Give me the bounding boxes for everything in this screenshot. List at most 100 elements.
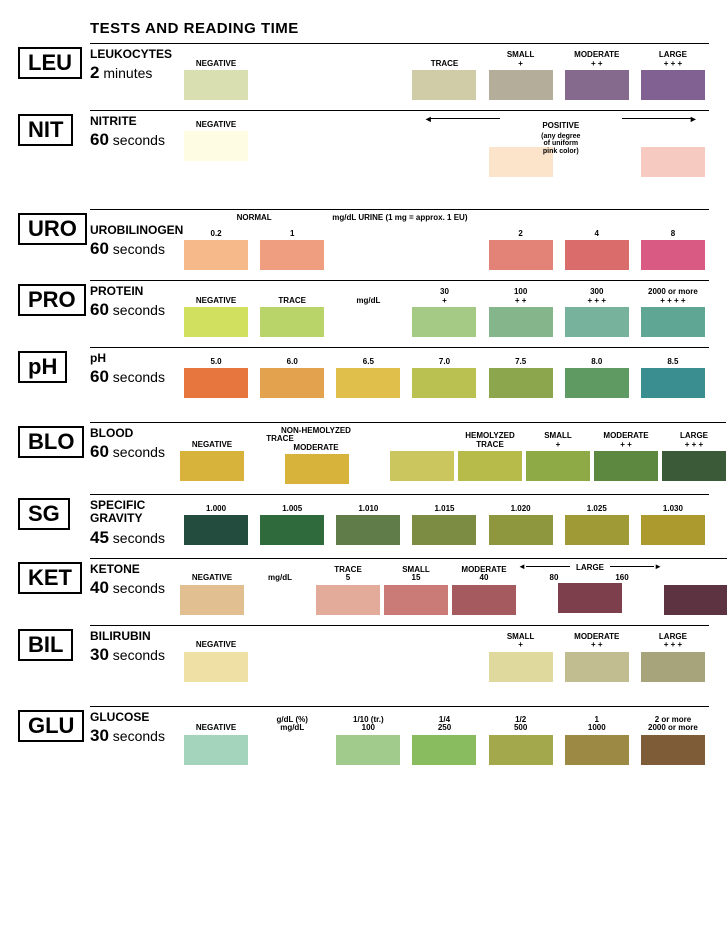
large-arrow-header: ◄LARGE►80160 <box>520 563 660 583</box>
color-swatch <box>641 368 705 398</box>
color-swatch <box>412 70 476 100</box>
test-main: PROTEIN 60 seconds NEGATIVE TRACE mg/dL 30+ 10… <box>90 280 709 337</box>
section-gap <box>18 195 709 209</box>
test-row-nit: NITNITRITE60 secondsNEGATIVE◄►POSITIVE(a… <box>18 110 709 185</box>
normal-label: NORMAL <box>180 214 328 224</box>
swatch-cell <box>332 224 404 270</box>
cell-label: TRACE <box>431 48 459 68</box>
color-swatch <box>184 240 248 270</box>
cell-label: NEGATIVE <box>196 285 236 305</box>
color-swatch <box>260 240 324 270</box>
swatch-cell: ◄►POSITIVE(any degreeof uniformpink colo… <box>561 115 633 185</box>
cell-label: mg/dL <box>356 285 380 305</box>
swatch-cell: MODERATE+ + <box>561 630 633 682</box>
cell-label: 100+ + <box>514 285 527 305</box>
swatch-cell: mg/dL <box>248 563 312 615</box>
cell-label: 1 <box>290 224 294 238</box>
cell-label: LARGE+ + + <box>659 48 687 68</box>
swatch-grid: NEGATIVEmg/dLTRACE5SMALL15MODERATE40◄LAR… <box>180 563 727 615</box>
swatch-cell: MODERATE40 <box>452 563 516 615</box>
color-swatch <box>184 368 248 398</box>
color-swatch <box>184 70 248 100</box>
color-swatch <box>565 368 629 398</box>
test-row-leu: LEULEUKOCYTES2 minutesNEGATIVETRACESMALL… <box>18 43 709 100</box>
color-swatch <box>184 307 248 337</box>
color-swatch <box>489 70 553 100</box>
color-swatch <box>336 735 400 765</box>
cell-label: 7.5 <box>515 352 526 366</box>
swatch-cell: 2 or more2000 or more <box>637 711 709 765</box>
abbr-badge: SG <box>18 498 70 530</box>
cell-label: 11000 <box>588 711 606 733</box>
swatch-cell: 8.0 <box>561 352 633 398</box>
color-swatch <box>285 454 349 484</box>
test-name: KETONE <box>90 563 180 576</box>
test-row-uro: URONORMALmg/dL URINE (1 mg = approx. 1 E… <box>18 209 709 270</box>
cell-label: g/dL (%)mg/dL <box>277 711 308 733</box>
cell-label: 1.010 <box>358 499 378 513</box>
swatch-cell: NEGATIVE <box>180 115 252 185</box>
reading-time: 30 seconds <box>90 726 180 746</box>
abbr-badge: PRO <box>18 284 86 316</box>
swatch-cell: 1.005 <box>256 499 328 547</box>
color-swatch <box>662 451 726 481</box>
cell-label: 8.5 <box>667 352 678 366</box>
swatch-grid: NEGATIVESMALL+MODERATE+ +LARGE+ + + <box>180 630 709 682</box>
swatch-cell: 2 <box>485 224 557 270</box>
swatch-cell: LARGE+ + + <box>637 48 709 100</box>
test-row-ket: KETKETONE40 secondsNEGATIVEmg/dLTRACE5SM… <box>18 558 709 615</box>
swatch-cell: TRACE <box>408 48 480 100</box>
swatch-cell: HEMOLYZEDTRACE <box>458 427 522 484</box>
color-swatch <box>458 451 522 481</box>
swatch-cell: MODERATE+ + <box>561 48 633 100</box>
swatch-cell: MODERATE+ + <box>594 427 658 484</box>
cell-label: 2 or more2000 or more <box>648 711 698 733</box>
swatch-cell: mg/dL <box>332 285 404 337</box>
color-swatch <box>641 307 705 337</box>
test-name: NITRITE <box>90 115 180 128</box>
cell-label: SMALL+ <box>544 427 572 449</box>
cell-label: 7.0 <box>439 352 450 366</box>
color-swatch <box>565 735 629 765</box>
section-gap <box>18 408 709 422</box>
color-swatch <box>664 585 727 615</box>
swatch-cell: 2000 or more+ + + + <box>637 285 709 337</box>
abbr-badge: URO <box>18 213 87 245</box>
swatch-grid: 0.21248 <box>180 224 709 270</box>
cell-label: NEGATIVE <box>192 427 232 449</box>
cell-label: TRACE <box>278 285 306 305</box>
swatch-cell: TRACE5 <box>316 563 380 615</box>
swatch-grid: 5.06.06.57.07.58.08.5 <box>180 352 709 398</box>
swatch-cell: NEGATIVE <box>180 427 244 484</box>
reading-time: 2 minutes <box>90 63 180 83</box>
cell-label: MODERATE+ + <box>574 630 619 650</box>
test-main: BILIRUBIN30 secondsNEGATIVESMALL+MODERAT… <box>90 625 709 682</box>
swatch-cell: 30+ <box>408 285 480 337</box>
swatch-cell: NON-HEMOLYZEDTRACEMODERATE <box>248 427 386 484</box>
color-swatch <box>184 735 248 765</box>
color-swatch <box>180 585 244 615</box>
color-swatch <box>594 451 658 481</box>
test-name: PROTEIN <box>90 285 180 298</box>
reading-time: 60 seconds <box>90 130 180 150</box>
cell-label: NEGATIVE <box>192 563 232 583</box>
test-main: KETONE40 secondsNEGATIVEmg/dLTRACE5SMALL… <box>90 558 727 615</box>
reading-time: 60 seconds <box>90 239 180 259</box>
reading-time: 60 seconds <box>90 300 180 320</box>
swatch-cell: ◄LARGE►80160 <box>520 563 660 615</box>
swatch-grid: NEGATIVE ◄►POSITIVE(any degreeof uniformp… <box>180 115 709 185</box>
abbr-badge: GLU <box>18 710 84 742</box>
cell-label: LARGE+ + + <box>659 630 687 650</box>
swatch-cell: LARGE+ + + <box>637 630 709 682</box>
cell-label: MODERATE+ + <box>603 427 648 449</box>
swatch-cell: 1.025 <box>561 499 633 547</box>
chart-title: TESTS AND READING TIME <box>90 20 709 37</box>
color-swatch <box>316 585 380 615</box>
swatch-cell: 11000 <box>561 711 633 765</box>
swatch-cell: SMALL+ <box>526 427 590 484</box>
cell-label: SMALL+ <box>507 48 535 68</box>
color-swatch <box>336 515 400 545</box>
color-swatch <box>489 652 553 682</box>
test-row-glu: GLUGLUCOSE30 secondsNEGATIVEg/dL (%)mg/d… <box>18 706 709 765</box>
swatch-grid: NEGATIVETRACESMALL+MODERATE+ +LARGE+ + + <box>180 48 709 100</box>
